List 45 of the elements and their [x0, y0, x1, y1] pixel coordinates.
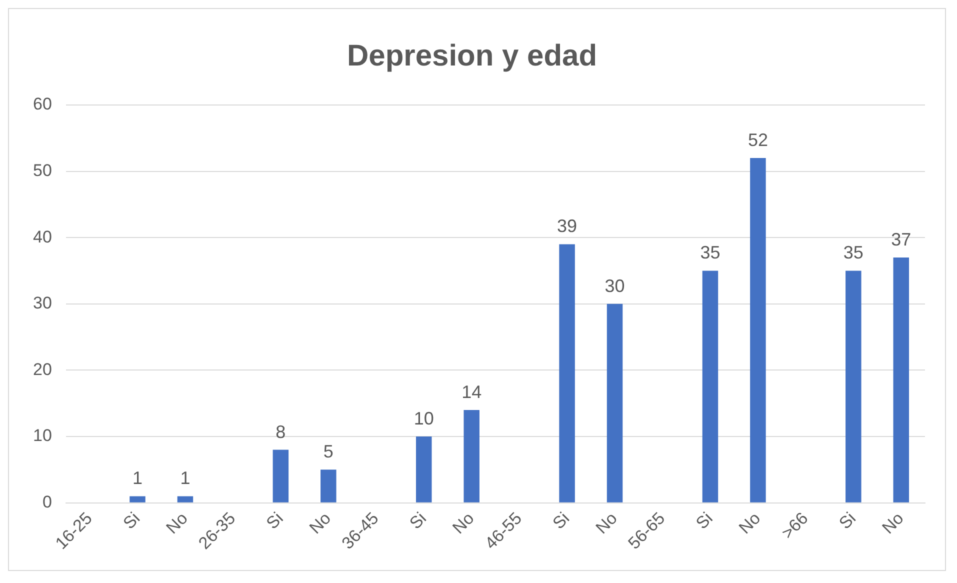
- x-tick-label: No: [306, 508, 335, 538]
- x-tick-label: No: [735, 508, 764, 538]
- bar: [750, 158, 766, 502]
- x-tick-label: No: [448, 508, 478, 538]
- y-tick-label: 40: [32, 227, 52, 246]
- x-tick-label: No: [162, 508, 192, 538]
- y-tick-label: 60: [32, 94, 52, 114]
- x-tick-label: Si: [262, 508, 287, 533]
- bar: [320, 470, 336, 502]
- y-tick-label: 50: [32, 160, 52, 180]
- data-label: 1: [180, 468, 190, 488]
- data-label: 5: [323, 442, 334, 462]
- y-tick-label: 20: [32, 360, 52, 379]
- bar: [893, 258, 910, 502]
- x-tick-label: Si: [692, 508, 716, 533]
- bar: [846, 270, 862, 502]
- data-label: 35: [843, 242, 864, 263]
- bar: [702, 270, 718, 502]
- data-label: 1: [132, 468, 143, 488]
- data-label: 30: [604, 276, 625, 296]
- x-tick-label: Si: [120, 508, 144, 533]
- x-tick-label: No: [592, 508, 621, 538]
- chart-title: Depresion y edad: [346, 39, 598, 72]
- bar: [559, 244, 575, 502]
- data-label: 52: [748, 130, 768, 150]
- x-tick-label: >66: [778, 508, 812, 543]
- data-label: 10: [414, 408, 434, 428]
- x-tick-label: No: [878, 508, 908, 538]
- data-label: 8: [276, 422, 286, 442]
- x-tick-label: Si: [406, 508, 430, 533]
- data-label: 37: [891, 229, 912, 250]
- data-label: 35: [700, 242, 720, 263]
- bar: [130, 496, 146, 502]
- bar: [177, 496, 194, 502]
- data-label: 39: [557, 216, 578, 236]
- y-tick-label: 0: [42, 492, 52, 512]
- bar: [464, 410, 480, 502]
- bar: [606, 304, 623, 502]
- y-tick-label: 10: [32, 426, 52, 446]
- bar: [272, 450, 289, 502]
- x-tick-label: Si: [549, 508, 574, 533]
- y-tick-label: 30: [32, 294, 52, 313]
- data-label: 14: [462, 382, 482, 402]
- x-tick-label: Si: [835, 508, 860, 533]
- bar: [416, 436, 432, 502]
